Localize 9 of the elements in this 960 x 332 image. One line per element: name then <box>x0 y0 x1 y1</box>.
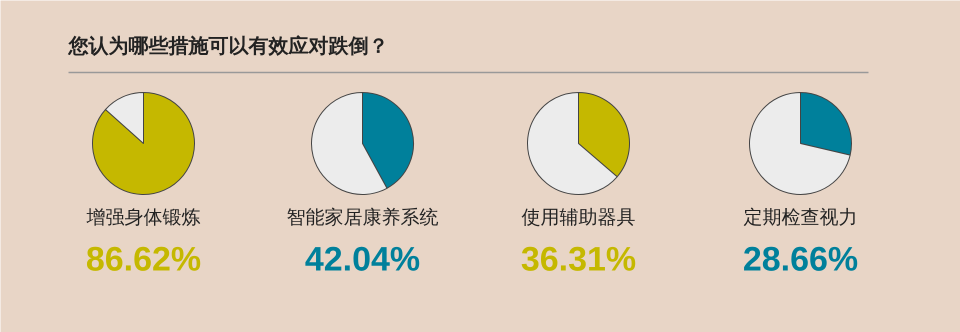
text: 智能家居康养系统 <box>286 206 438 228</box>
text: 使用辅助器具 <box>522 206 636 228</box>
text: 36.31% <box>520 240 636 278</box>
text: 86.62% <box>86 240 202 278</box>
text: 增强身体锻炼 <box>86 206 200 228</box>
text: 您认为哪些措施可以有效应对跌倒？ <box>68 34 388 58</box>
text: 42.04% <box>304 240 420 278</box>
text: 28.66% <box>742 240 858 278</box>
text: 定期检查视力 <box>744 206 858 228</box>
